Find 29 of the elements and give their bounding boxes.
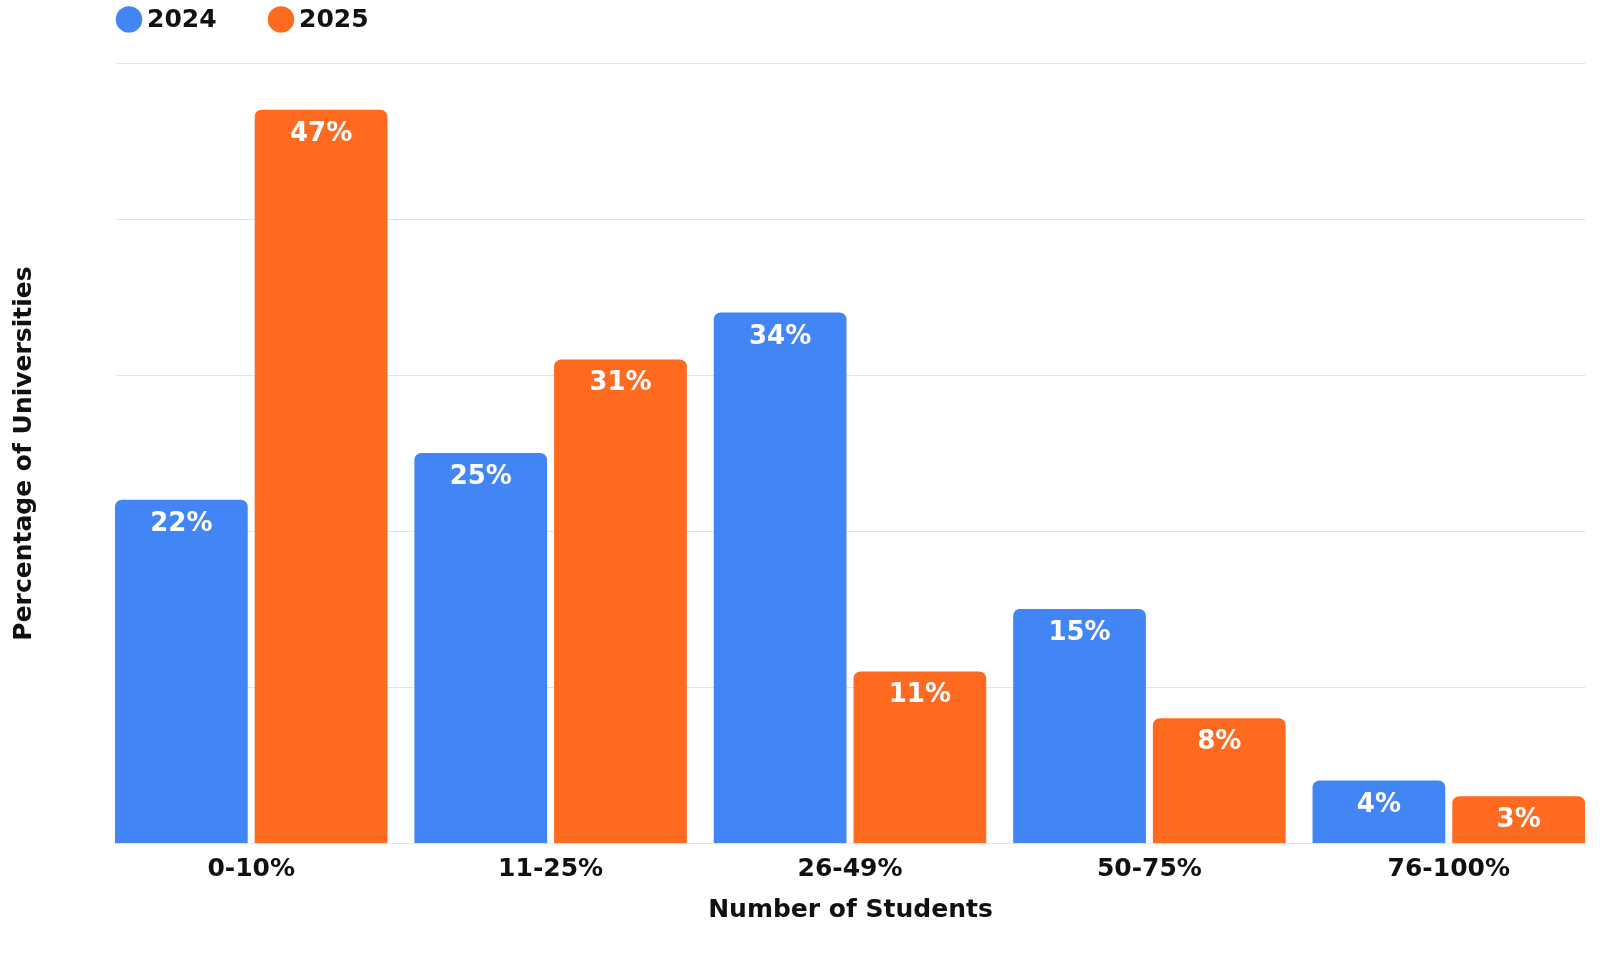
data-label: 22%	[150, 506, 213, 537]
legend-label: 2024	[147, 4, 217, 34]
bar	[853, 671, 987, 843]
bar	[1452, 796, 1585, 843]
bar	[554, 359, 687, 843]
x-tick-label: 76-100%	[1387, 852, 1510, 882]
legend-label: 2025	[299, 4, 369, 34]
x-tick-label: 0-10%	[207, 852, 296, 882]
bar	[1312, 780, 1446, 843]
data-label: 4%	[1356, 787, 1401, 818]
y-axis-title: Percentage of Universities	[7, 266, 37, 641]
x-tick-label: 26-49%	[797, 852, 903, 882]
data-label: 34%	[749, 319, 812, 350]
bar	[115, 499, 248, 843]
data-label: 8%	[1197, 725, 1242, 756]
data-label: 31%	[589, 366, 652, 397]
bar	[1013, 609, 1146, 843]
data-label: 3%	[1496, 803, 1541, 834]
bar	[414, 453, 548, 843]
x-tick-label: 50-75%	[1096, 852, 1202, 882]
data-label: 11%	[888, 678, 951, 709]
bar	[1152, 718, 1286, 843]
x-axis-title: Number of Students	[708, 893, 993, 923]
data-label: 15%	[1048, 616, 1111, 646]
data-label: 25%	[449, 460, 512, 490]
data-label: 47%	[289, 116, 353, 147]
bar	[713, 312, 847, 843]
x-tick-label: 11-25%	[498, 852, 604, 882]
bar	[254, 109, 388, 843]
